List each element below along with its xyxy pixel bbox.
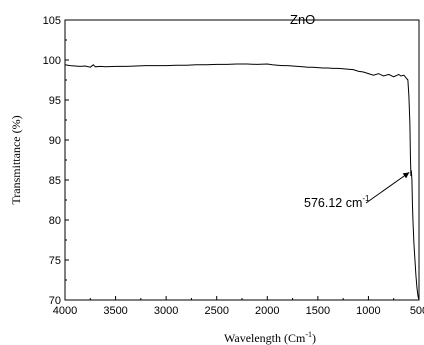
x-axis-label-superscript: -1 [305, 330, 312, 339]
x-axis-label-close: ) [312, 331, 316, 345]
x-tick-label: 3000 [154, 305, 178, 317]
x-axis-label-text: Wavelength (Cm [224, 331, 306, 345]
peak-annotation-arrow [365, 171, 410, 204]
y-tick-label: 90 [49, 135, 61, 147]
x-axis-ticks: 4000 3500 3000 2500 2000 1500 1000 500 [53, 296, 424, 317]
y-tick-label: 85 [49, 175, 61, 187]
y-axis-ticks: 70 75 80 85 90 95 100 105 [43, 15, 69, 307]
y-tick-label: 100 [43, 55, 61, 67]
x-tick-label: 4000 [53, 305, 77, 317]
x-axis-label: Wavelength (Cm-1) [224, 330, 316, 345]
x-tick-label: 2500 [204, 305, 228, 317]
peak-annotation-superscript: -1 [362, 194, 370, 203]
y-tick-label: 95 [49, 95, 61, 107]
peak-annotation-label: 576.12 cm-1 [304, 194, 370, 210]
peak-annotation-arrowhead [402, 172, 410, 179]
x-tick-label: 3500 [103, 305, 127, 317]
x-tick-label: 2000 [255, 305, 279, 317]
chart-title: ZnO [290, 12, 315, 27]
transmittance-series-line [64, 63, 420, 301]
y-axis-label: Transmittance (%) [9, 115, 23, 204]
x-tick-label: 500 [410, 305, 424, 317]
x-tick-label: 1500 [306, 305, 330, 317]
y-tick-label: 105 [43, 15, 61, 27]
y-tick-label: 75 [49, 255, 61, 267]
x-tick-label: 1000 [356, 305, 380, 317]
y-tick-label: 80 [49, 215, 61, 227]
peak-annotation-value: 576.12 cm [304, 196, 362, 210]
y-tick-label: 70 [49, 295, 61, 307]
plot-frame [64, 19, 420, 301]
